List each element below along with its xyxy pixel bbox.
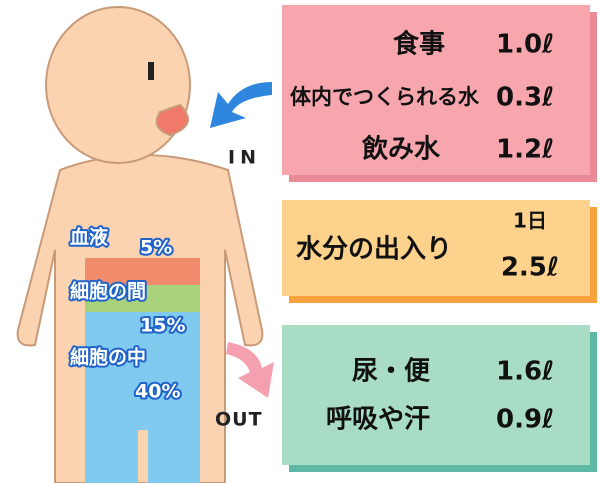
out-box	[282, 325, 590, 465]
in-source: 体内でつくられる水	[290, 85, 480, 109]
out-label: OUT	[215, 409, 263, 431]
layer-share: 40%	[135, 381, 180, 403]
layer-label: 血液	[70, 226, 109, 249]
out-arrow	[226, 342, 274, 398]
in-source: 飲み水	[361, 134, 441, 165]
layer-share: 15%	[140, 315, 185, 337]
in-label: IN	[228, 147, 261, 169]
layer-label: 細胞の中	[70, 346, 146, 369]
in-amount: 1.2ℓ	[496, 135, 554, 165]
out-amount: 1.6ℓ	[496, 357, 554, 387]
out-source: 尿・便	[352, 357, 431, 387]
diagram: 血液 5% 細胞の間 15% 細胞の中 40% IN OUT 食事 1.0ℓ 体…	[0, 0, 602, 483]
summary-amount: 2.5ℓ	[501, 253, 559, 283]
head	[46, 7, 190, 163]
in-amount: 1.0ℓ	[496, 30, 554, 60]
in-arrow	[210, 82, 272, 128]
summary-period: 1日	[513, 209, 547, 233]
summary-title: 水分の出入り	[296, 235, 452, 265]
layer-share: 5%	[140, 237, 172, 259]
layer-label: 細胞の間	[70, 280, 146, 303]
out-amount: 0.9ℓ	[496, 405, 554, 435]
in-amount: 0.3ℓ	[496, 83, 554, 113]
out-source: 呼吸や汗	[326, 405, 430, 435]
eye	[148, 62, 154, 80]
in-source: 食事	[393, 29, 445, 60]
